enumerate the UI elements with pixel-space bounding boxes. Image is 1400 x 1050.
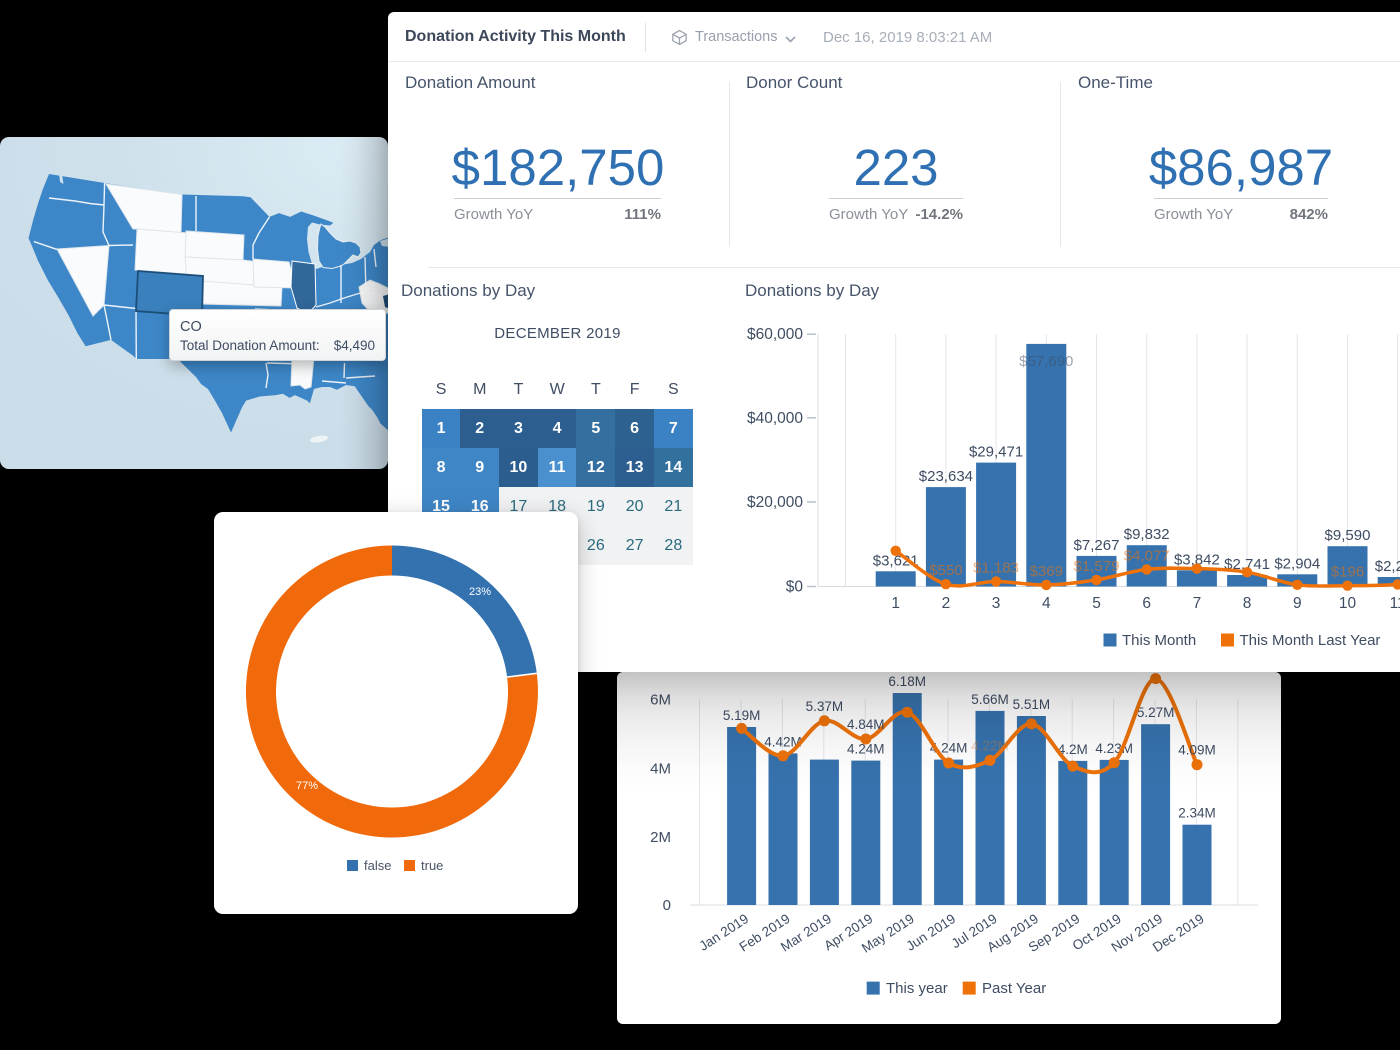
- svg-text:5.37M: 5.37M: [806, 699, 844, 714]
- svg-text:8: 8: [1243, 595, 1252, 612]
- svg-text:2: 2: [942, 595, 951, 612]
- svg-text:$196: $196: [1331, 564, 1364, 581]
- svg-text:7: 7: [1193, 595, 1202, 612]
- svg-text:2M: 2M: [650, 829, 671, 846]
- svg-text:$60,000: $60,000: [747, 326, 803, 343]
- svg-text:4.2M: 4.2M: [1058, 742, 1088, 757]
- svg-text:$57,690: $57,690: [1019, 353, 1073, 370]
- svg-text:$369: $369: [1030, 563, 1063, 580]
- svg-text:5.66M: 5.66M: [971, 692, 1009, 707]
- svg-text:6: 6: [1142, 595, 1151, 612]
- svg-text:$20,000: $20,000: [747, 494, 803, 511]
- svg-text:6M: 6M: [650, 691, 671, 708]
- svg-text:11: 11: [1390, 595, 1400, 612]
- svg-text:5.19M: 5.19M: [723, 708, 761, 723]
- svg-text:0: 0: [663, 897, 671, 914]
- svg-text:This Month Last Year: This Month Last Year: [1240, 632, 1381, 649]
- svg-text:4.09M: 4.09M: [1178, 743, 1216, 758]
- svg-text:true: true: [421, 858, 443, 873]
- svg-text:2.34M: 2.34M: [1178, 806, 1216, 821]
- svg-text:5.27M: 5.27M: [1137, 705, 1175, 720]
- svg-text:23%: 23%: [469, 586, 491, 598]
- svg-text:$3,621: $3,621: [873, 552, 919, 569]
- svg-text:$1,183: $1,183: [973, 560, 1019, 577]
- svg-text:Past Year: Past Year: [982, 980, 1046, 997]
- svg-text:5.51M: 5.51M: [1013, 697, 1051, 712]
- svg-text:4.22M: 4.22M: [971, 738, 1009, 753]
- svg-text:4.42M: 4.42M: [764, 734, 802, 749]
- svg-text:$0: $0: [786, 579, 804, 596]
- svg-text:$23,634: $23,634: [919, 468, 973, 485]
- svg-text:$40,000: $40,000: [747, 410, 803, 427]
- svg-text:77%: 77%: [296, 780, 318, 792]
- svg-text:$4,077: $4,077: [1124, 547, 1170, 564]
- svg-text:false: false: [364, 858, 391, 873]
- svg-text:1: 1: [891, 595, 900, 612]
- svg-text:$7,267: $7,267: [1074, 537, 1120, 554]
- svg-text:This year: This year: [886, 980, 948, 997]
- svg-text:4.24M: 4.24M: [847, 742, 885, 757]
- svg-text:9: 9: [1293, 595, 1302, 612]
- svg-text:10: 10: [1339, 595, 1357, 612]
- svg-text:$9,832: $9,832: [1124, 526, 1170, 543]
- svg-text:6.18M: 6.18M: [888, 674, 926, 689]
- svg-text:4: 4: [1042, 595, 1051, 612]
- svg-text:3: 3: [992, 595, 1001, 612]
- svg-text:$1,579: $1,579: [1074, 558, 1120, 575]
- svg-text:$29,471: $29,471: [969, 444, 1023, 461]
- svg-text:5: 5: [1092, 595, 1101, 612]
- svg-text:$550: $550: [929, 562, 962, 579]
- svg-text:4.84M: 4.84M: [847, 717, 885, 732]
- svg-text:$3,842: $3,842: [1174, 551, 1220, 568]
- svg-text:$2,741: $2,741: [1224, 556, 1270, 573]
- svg-text:$2,904: $2,904: [1274, 555, 1320, 572]
- svg-text:$9,590: $9,590: [1325, 527, 1371, 544]
- svg-text:This Month: This Month: [1122, 632, 1196, 649]
- svg-text:$2,262: $2,262: [1375, 558, 1400, 575]
- svg-text:4M: 4M: [650, 761, 671, 778]
